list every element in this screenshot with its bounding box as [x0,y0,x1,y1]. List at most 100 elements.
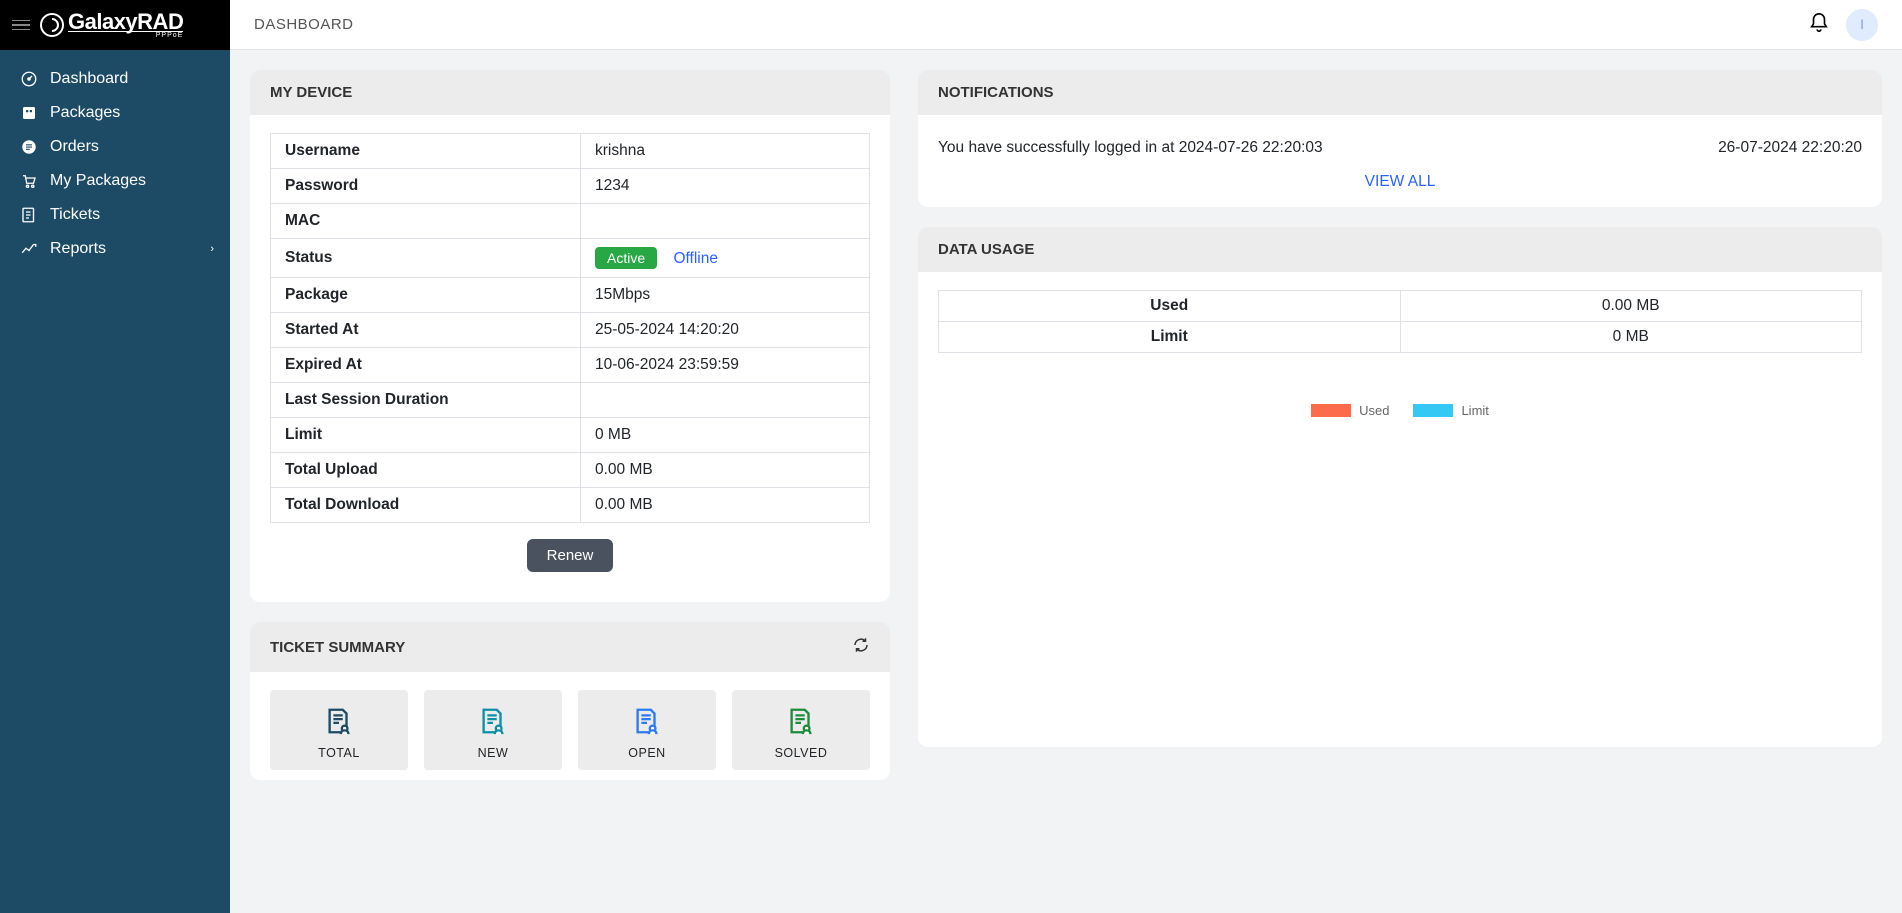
topbar: DASHBOARD | [230,0,1902,50]
my-device-card: MY DEVICE Usernamekrishna Password1234 M… [250,70,890,602]
usage-table: Used0.00 MB Limit0 MB [938,290,1862,353]
table-row: MAC [271,204,870,239]
ticket-tile[interactable]: OPEN [578,690,716,770]
notification-row: You have successfully logged in at 2024-… [938,133,1862,173]
data-usage-card: DATA USAGE Used0.00 MB Limit0 MB UsedLim… [918,227,1882,747]
bell-icon[interactable] [1808,12,1830,38]
status-badge: Active [595,247,657,269]
card-header: MY DEVICE [250,70,890,115]
sidebar-item-dashboard[interactable]: Dashboard [0,62,230,96]
ticket-tile[interactable]: TOTAL [270,690,408,770]
row-value: 0.00 MB [1400,291,1862,322]
document-user-icon [432,706,554,740]
ticket-tile-label: NEW [432,746,554,760]
card-header: TICKET SUMMARY [270,639,405,656]
table-row: Limit0 MB [939,322,1862,353]
legend-swatch [1311,404,1351,417]
row-label: MAC [271,204,581,239]
ticket-summary-card: TICKET SUMMARY TOTAL [250,622,890,780]
table-row: Password1234 [271,169,870,204]
brand-name: GalaxyRAD [68,11,183,33]
hamburger-icon[interactable] [12,20,30,31]
sidebar-item-label: Packages [50,104,120,122]
row-label: Password [271,169,581,204]
cart-icon [20,172,38,190]
document-user-icon [278,706,400,740]
table-row: Total Upload0.00 MB [271,453,870,488]
legend-label: Limit [1461,403,1488,418]
row-label: Username [271,134,581,169]
view-all-link[interactable]: VIEW ALL [938,173,1862,191]
ticket-icon [20,206,38,224]
legend-swatch [1413,404,1453,417]
ticket-tile[interactable]: NEW [424,690,562,770]
row-value: Active Offline [581,239,870,278]
table-row: Used0.00 MB [939,291,1862,322]
document-user-icon [740,706,862,740]
brand-bar: GalaxyRAD PPPoE [0,0,230,50]
row-label: Status [271,239,581,278]
avatar[interactable]: | [1846,9,1878,41]
nav-menu: Dashboard Packages Orders My Packages [0,50,230,278]
chart-legend: Used Limit [938,403,1862,418]
logo-icon [40,13,64,37]
page-title: DASHBOARD [254,16,354,33]
chart-icon [20,240,38,258]
table-row: Package15Mbps [271,278,870,313]
row-value: 10-06-2024 23:59:59 [581,348,870,383]
row-label: Package [271,278,581,313]
row-label: Used [939,291,1401,322]
ticket-tile-label: OPEN [586,746,708,760]
sidebar: GalaxyRAD PPPoE Dashboard Packages [0,0,230,913]
card-header: DATA USAGE [918,227,1882,272]
ticket-tile-label: SOLVED [740,746,862,760]
sidebar-item-my-packages[interactable]: My Packages [0,164,230,198]
document-user-icon [586,706,708,740]
refresh-icon[interactable] [852,636,870,658]
sidebar-item-packages[interactable]: Packages [0,96,230,130]
row-label: Limit [939,322,1401,353]
table-row: Limit0 MB [271,418,870,453]
table-row: Total Download0.00 MB [271,488,870,523]
renew-button[interactable]: Renew [527,539,614,572]
gauge-icon [20,70,38,88]
row-label: Total Download [271,488,581,523]
table-row: Status Active Offline [271,239,870,278]
row-value: 0.00 MB [581,453,870,488]
row-value: krishna [581,134,870,169]
notification-text: You have successfully logged in at 2024-… [938,139,1323,157]
legend-item: Limit [1413,403,1488,418]
row-value: 0.00 MB [581,488,870,523]
table-row: Usernamekrishna [271,134,870,169]
row-label: Total Upload [271,453,581,488]
row-value: 0 MB [1400,322,1862,353]
row-value: 0 MB [581,418,870,453]
row-value: 1234 [581,169,870,204]
sidebar-item-reports[interactable]: Reports › [0,232,230,266]
legend-label: Used [1359,403,1389,418]
status-text: Offline [673,250,718,267]
row-label: Expired At [271,348,581,383]
sidebar-item-tickets[interactable]: Tickets [0,198,230,232]
table-row: Expired At10-06-2024 23:59:59 [271,348,870,383]
row-value [581,383,870,418]
sidebar-item-label: Dashboard [50,70,128,88]
notification-time: 26-07-2024 22:20:20 [1718,139,1862,157]
orders-icon [20,138,38,156]
row-value: 25-05-2024 14:20:20 [581,313,870,348]
ticket-tile[interactable]: SOLVED [732,690,870,770]
ticket-tile-label: TOTAL [278,746,400,760]
package-icon [20,104,38,122]
sidebar-item-label: My Packages [50,172,146,190]
notifications-card: NOTIFICATIONS You have successfully logg… [918,70,1882,207]
row-value [581,204,870,239]
sidebar-item-orders[interactable]: Orders [0,130,230,164]
table-row: Started At25-05-2024 14:20:20 [271,313,870,348]
chevron-right-icon: › [210,243,214,255]
row-value: 15Mbps [581,278,870,313]
sidebar-item-label: Reports [50,240,106,258]
row-label: Last Session Duration [271,383,581,418]
sidebar-item-label: Tickets [50,206,100,224]
card-header: NOTIFICATIONS [918,70,1882,115]
logo[interactable]: GalaxyRAD PPPoE [40,11,183,39]
